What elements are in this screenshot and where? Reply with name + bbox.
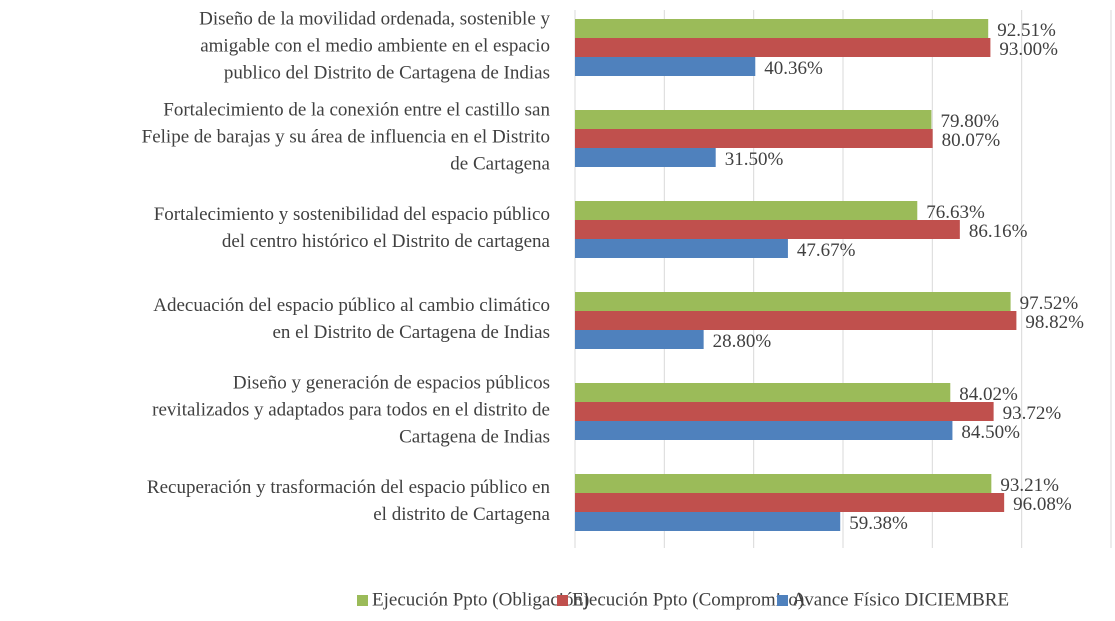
bar — [575, 474, 992, 493]
value-label: 92.51% — [997, 20, 1056, 41]
category-line: Adecuación del espacio público al cambio… — [153, 295, 550, 316]
value-label: 28.80% — [713, 331, 772, 352]
category-label: Diseño y generación de espacios públicos… — [152, 373, 550, 448]
value-label: 80.07% — [942, 130, 1001, 151]
bar — [575, 311, 1017, 330]
value-label: 93.21% — [1000, 475, 1059, 496]
bar — [575, 38, 991, 57]
category-label: Fortalecimiento de la conexión entre el … — [142, 100, 551, 175]
bar — [575, 57, 756, 76]
value-label: 47.67% — [797, 240, 856, 261]
category-line: de Cartagena — [450, 154, 550, 175]
category-line: del centro histórico el Distrito de cart… — [222, 231, 551, 252]
value-label: 96.08% — [1013, 494, 1072, 515]
value-label: 79.80% — [940, 111, 999, 132]
category-line: Felipe de barajas y su área de influenci… — [142, 127, 550, 148]
value-label: 31.50% — [725, 149, 784, 170]
category-line: Fortalecimiento de la conexión entre el … — [163, 100, 550, 121]
category-line: Diseño de la movilidad ordenada, sosteni… — [199, 9, 550, 30]
category-line: revitalizados y adaptados para todos en … — [152, 400, 550, 421]
value-label: 97.52% — [1020, 293, 1079, 314]
value-label: 59.38% — [849, 513, 908, 534]
bar — [575, 512, 841, 531]
bar — [575, 292, 1011, 311]
category-line: Fortalecimiento y sostenibilidad del esp… — [154, 204, 550, 225]
bar — [575, 19, 989, 38]
category-line: Cartagena de Indias — [399, 427, 550, 448]
bar — [575, 201, 918, 220]
value-label: 40.36% — [764, 58, 823, 79]
value-label: 98.82% — [1025, 312, 1084, 333]
value-label: 86.16% — [969, 221, 1028, 242]
category-line: Recuperación y trasformación del espacio… — [147, 477, 551, 498]
bar — [575, 239, 788, 258]
category-label: Fortalecimiento y sostenibilidad del esp… — [154, 204, 551, 252]
bar — [575, 110, 932, 129]
bar — [575, 402, 994, 421]
category-line: el distrito de Cartagena — [373, 504, 550, 525]
bar — [575, 421, 953, 440]
legend-swatch — [777, 595, 788, 606]
bar — [575, 383, 951, 402]
category-line: Diseño y generación de espacios públicos — [233, 373, 550, 394]
category-label: Recuperación y trasformación del espacio… — [147, 477, 551, 525]
legend-label: Avance Físico DICIEMBRE — [792, 589, 1009, 610]
category-line: amigable con el medio ambiente en el esp… — [200, 36, 550, 57]
bar — [575, 148, 716, 167]
bar — [575, 493, 1005, 512]
legend-label: Ejecución Ppto (Compromiso) — [572, 589, 804, 610]
legend-swatch — [557, 595, 568, 606]
bar — [575, 330, 704, 349]
value-label: 84.02% — [959, 384, 1018, 405]
legend-label: Ejecución Ppto (Obligación) — [372, 589, 589, 610]
category-label: Diseño de la movilidad ordenada, sosteni… — [199, 9, 550, 84]
bar — [575, 129, 933, 148]
value-label: 93.00% — [999, 39, 1058, 60]
category-label: Adecuación del espacio público al cambio… — [153, 295, 550, 343]
value-label: 84.50% — [961, 422, 1020, 443]
bar — [575, 220, 960, 239]
legend-swatch — [357, 595, 368, 606]
value-label: 93.72% — [1003, 403, 1062, 424]
category-line: en el Distrito de Cartagena de Indias — [272, 322, 550, 343]
value-label: 76.63% — [926, 202, 985, 223]
category-line: publico del Distrito de Cartagena de Ind… — [224, 63, 550, 84]
